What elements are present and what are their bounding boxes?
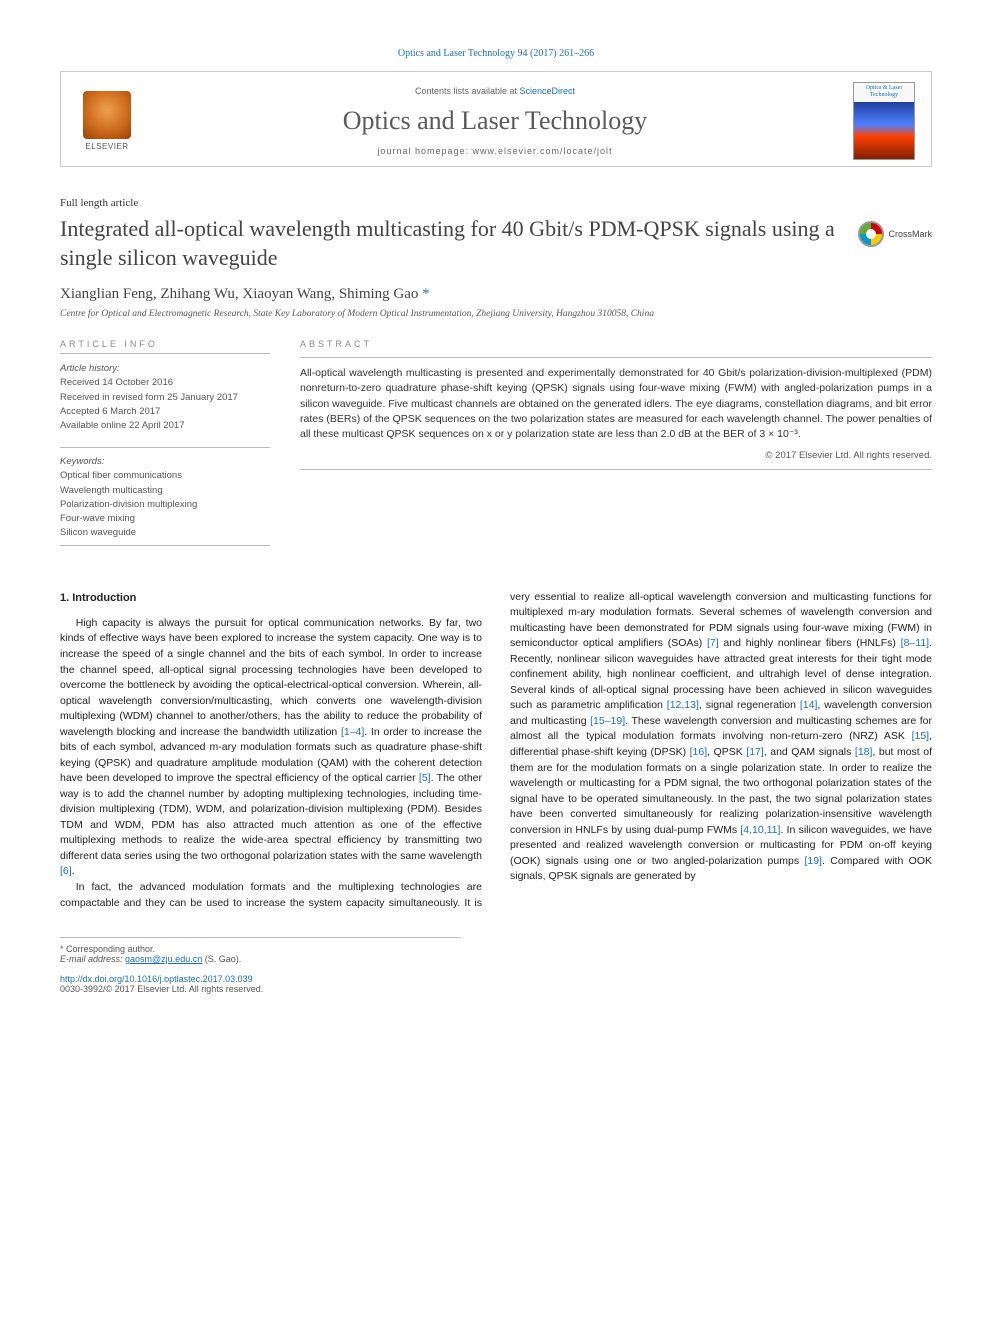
publisher-label: ELSEVIER — [85, 142, 128, 151]
email-link[interactable]: gaosm@zju.edu.cn — [125, 954, 202, 964]
ref-link[interactable]: [4,10,11] — [740, 824, 780, 836]
citation: Optics and Laser Technology 94 (2017) 26… — [60, 48, 932, 59]
ref-link[interactable]: [8–11] — [901, 637, 929, 649]
keywords-label: Keywords: — [60, 456, 270, 467]
history-item: Accepted 6 March 2017 — [60, 405, 270, 419]
body-paragraph: High capacity is always the pursuit for … — [60, 616, 482, 880]
article-body: 1. Introduction High capacity is always … — [60, 590, 932, 911]
elsevier-tree-icon — [83, 91, 131, 139]
ref-link[interactable]: [5] — [419, 772, 431, 784]
info-heading: article info — [60, 339, 270, 349]
ref-link[interactable]: [15] — [912, 730, 930, 742]
body-text: . — [72, 865, 75, 877]
divider — [60, 447, 270, 448]
ref-link[interactable]: [6] — [60, 865, 72, 877]
body-text: , signal regeneration — [699, 699, 800, 711]
keyword: Optical fiber communications — [60, 469, 270, 483]
article-info-column: article info Article history: Received 1… — [60, 339, 270, 554]
article-title: Integrated all-optical wavelength multic… — [60, 215, 838, 272]
email-label: E-mail address: — [60, 954, 125, 964]
ref-link[interactable]: [16] — [690, 746, 708, 758]
authors: Xianglian Feng, Zhihang Wu, Xiaoyan Wang… — [60, 286, 932, 303]
copyright: © 2017 Elsevier Ltd. All rights reserved… — [300, 450, 932, 461]
cover-thumb-label: Optics & Laser Technology — [856, 85, 912, 98]
affiliation: Centre for Optical and Electromagnetic R… — [60, 309, 932, 319]
contents-available: Contents lists available at ScienceDirec… — [155, 86, 835, 96]
corresponding-note: * Corresponding author. — [60, 944, 461, 954]
section-heading: 1. Introduction — [60, 590, 482, 606]
crossmark-badge[interactable]: CrossMark — [858, 221, 932, 247]
journal-name: Optics and Laser Technology — [155, 106, 835, 136]
history-item: Available online 22 April 2017 — [60, 419, 270, 433]
issn-copyright: 0030-3992/© 2017 Elsevier Ltd. All right… — [60, 984, 263, 994]
ref-link[interactable]: [18] — [855, 746, 873, 758]
divider — [300, 357, 932, 358]
author-list: Xianglian Feng, Zhihang Wu, Xiaoyan Wang… — [60, 286, 418, 302]
journal-homepage: journal homepage: www.elsevier.com/locat… — [155, 146, 835, 156]
divider — [60, 545, 270, 546]
email-suffix: (S. Gao). — [202, 954, 241, 964]
article-type: Full length article — [60, 197, 932, 209]
keyword: Silicon waveguide — [60, 526, 270, 540]
body-text: , and QAM signals — [764, 746, 855, 758]
abstract-heading: abstract — [300, 339, 932, 349]
doi-block: http://dx.doi.org/10.1016/j.optlastec.20… — [60, 974, 932, 994]
crossmark-label: CrossMark — [888, 229, 932, 239]
keyword: Four-wave mixing — [60, 512, 270, 526]
divider — [60, 353, 270, 354]
body-text: High capacity is always the pursuit for … — [60, 617, 482, 738]
ref-link[interactable]: [1–4] — [341, 726, 364, 738]
doi-link[interactable]: http://dx.doi.org/10.1016/j.optlastec.20… — [60, 974, 253, 984]
keyword: Wavelength multicasting — [60, 484, 270, 498]
keyword: Polarization-division multiplexing — [60, 498, 270, 512]
ref-link[interactable]: [15–19] — [590, 715, 625, 727]
body-text: and highly nonlinear fibers (HNLFs) — [719, 637, 901, 649]
corresponding-marker: * — [418, 286, 429, 302]
footer-notes: * Corresponding author. E-mail address: … — [60, 937, 461, 964]
body-text: , but most of them are for the modulatio… — [510, 746, 932, 836]
homepage-prefix: journal homepage: — [377, 146, 472, 156]
divider — [300, 469, 932, 470]
ref-link[interactable]: [14] — [800, 699, 818, 711]
ref-link[interactable]: [17] — [746, 746, 764, 758]
crossmark-icon — [858, 221, 884, 247]
abstract-text: All-optical wavelength multicasting is p… — [300, 366, 932, 442]
ref-link[interactable]: [12,13] — [667, 699, 699, 711]
body-text: , QPSK — [707, 746, 746, 758]
publisher-logo: ELSEVIER — [77, 87, 137, 155]
journal-cover-thumb: Optics & Laser Technology — [853, 82, 915, 160]
history-item: Received in revised form 25 January 2017 — [60, 391, 270, 405]
email-line: E-mail address: gaosm@zju.edu.cn (S. Gao… — [60, 954, 461, 964]
abstract-column: abstract All-optical wavelength multicas… — [300, 339, 932, 554]
history-item: Received 14 October 2016 — [60, 376, 270, 390]
ref-link[interactable]: [19] — [804, 855, 822, 867]
journal-header: ELSEVIER Contents lists available at Sci… — [60, 71, 932, 167]
homepage-url[interactable]: www.elsevier.com/locate/jolt — [473, 146, 613, 156]
ref-link[interactable]: [7] — [707, 637, 719, 649]
body-text: . The other way is to add the channel nu… — [60, 772, 482, 862]
history-label: Article history: — [60, 362, 270, 376]
sciencedirect-link[interactable]: ScienceDirect — [520, 86, 576, 96]
contents-prefix: Contents lists available at — [415, 86, 520, 96]
